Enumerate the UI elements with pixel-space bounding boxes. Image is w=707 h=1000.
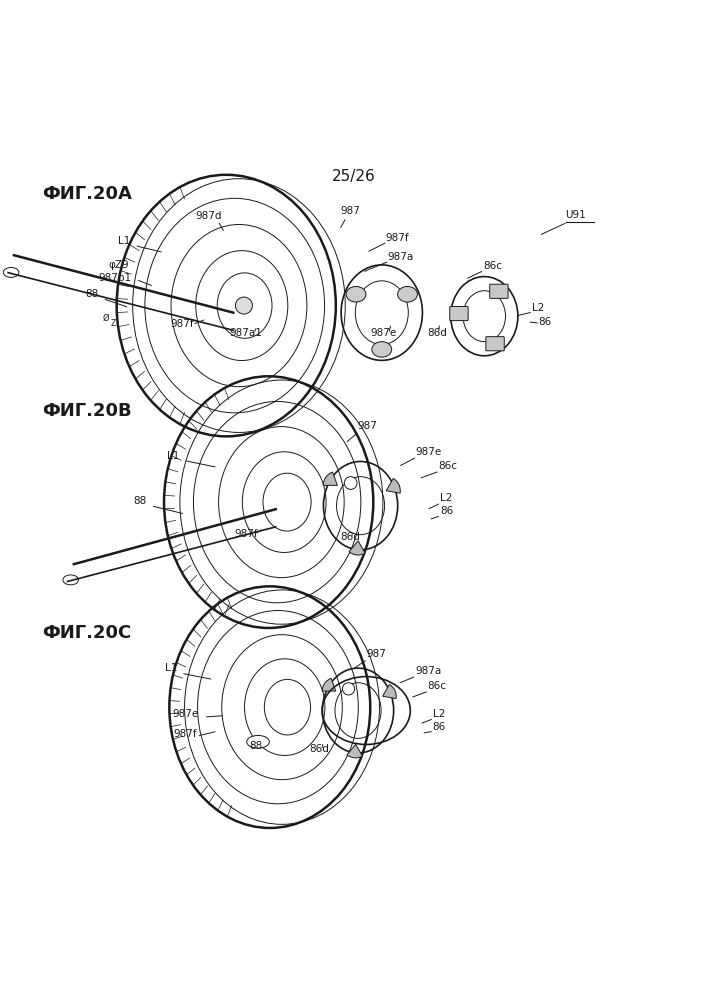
Text: 987: 987 xyxy=(340,206,360,216)
Wedge shape xyxy=(349,541,366,555)
Text: 987e: 987e xyxy=(370,328,397,338)
Text: 86c: 86c xyxy=(428,681,447,691)
Wedge shape xyxy=(382,684,396,699)
Text: L2: L2 xyxy=(440,493,452,503)
Ellipse shape xyxy=(4,267,19,277)
Ellipse shape xyxy=(346,286,366,302)
Text: 987: 987 xyxy=(357,421,377,431)
Ellipse shape xyxy=(372,342,392,357)
Text: 88: 88 xyxy=(250,741,262,751)
Text: L1: L1 xyxy=(167,451,180,461)
Text: 987f: 987f xyxy=(385,233,409,243)
Text: ФИГ.20С: ФИГ.20С xyxy=(42,624,132,642)
Text: 86d: 86d xyxy=(310,744,329,754)
Text: ФИГ.20А: ФИГ.20А xyxy=(42,185,132,203)
Wedge shape xyxy=(323,472,337,485)
Text: 86d: 86d xyxy=(427,328,447,338)
Text: 86d: 86d xyxy=(341,532,361,542)
Text: 88: 88 xyxy=(134,496,146,506)
Wedge shape xyxy=(322,678,336,691)
Wedge shape xyxy=(386,478,400,493)
Text: 88: 88 xyxy=(86,289,98,299)
Ellipse shape xyxy=(247,735,269,748)
Ellipse shape xyxy=(397,286,417,302)
Ellipse shape xyxy=(63,575,78,585)
Text: 987e: 987e xyxy=(173,709,199,719)
Text: L2: L2 xyxy=(532,303,544,313)
Text: 987d: 987d xyxy=(195,211,222,221)
Text: 987b1: 987b1 xyxy=(99,273,132,283)
Text: 987f: 987f xyxy=(234,529,258,539)
Text: φZ9: φZ9 xyxy=(108,260,129,270)
Text: 987e: 987e xyxy=(416,447,442,457)
Text: 25/26: 25/26 xyxy=(332,169,375,184)
Text: L2: L2 xyxy=(433,709,445,719)
Text: L1: L1 xyxy=(117,236,130,246)
Wedge shape xyxy=(347,744,363,758)
Text: 987f: 987f xyxy=(170,319,194,329)
Text: 86: 86 xyxy=(433,722,446,732)
Text: 86c: 86c xyxy=(438,461,457,471)
Text: Ø: Ø xyxy=(103,313,110,322)
Text: 987f: 987f xyxy=(173,729,197,739)
Text: 987a1: 987a1 xyxy=(230,328,262,338)
Circle shape xyxy=(342,683,355,695)
Circle shape xyxy=(235,297,252,314)
Text: 987a: 987a xyxy=(387,252,414,262)
Text: 86: 86 xyxy=(440,506,453,516)
FancyBboxPatch shape xyxy=(450,306,468,321)
Text: 86c: 86c xyxy=(483,261,502,271)
Text: 987: 987 xyxy=(366,649,386,659)
Text: 86: 86 xyxy=(539,317,552,327)
Text: Z: Z xyxy=(110,319,115,328)
Text: ФИГ.20В: ФИГ.20В xyxy=(42,402,132,420)
Circle shape xyxy=(344,477,357,489)
Text: 987a: 987a xyxy=(415,666,441,676)
FancyBboxPatch shape xyxy=(490,284,508,298)
FancyBboxPatch shape xyxy=(486,337,504,351)
Text: L1: L1 xyxy=(165,663,177,673)
Text: U91: U91 xyxy=(566,210,586,220)
